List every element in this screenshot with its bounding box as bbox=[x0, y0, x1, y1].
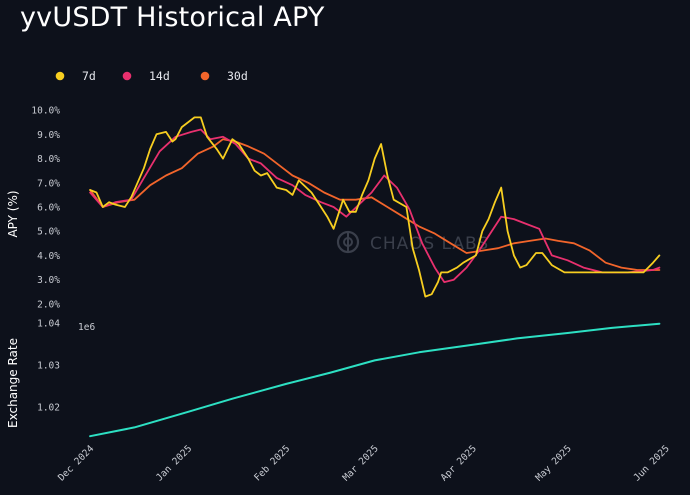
chart-legend: 7d 14d 30d bbox=[55, 69, 248, 83]
chaos-labs-logo-icon bbox=[336, 230, 360, 254]
series-line-14d bbox=[89, 128, 661, 284]
x-tick-label: Apr 2025 bbox=[439, 443, 479, 483]
apy-tick-label: 2.0% bbox=[37, 299, 60, 310]
exchange-tick-label: 1.03 bbox=[37, 360, 60, 371]
legend-marker-7d bbox=[55, 71, 65, 81]
apy-tick-label: 3.0% bbox=[37, 275, 60, 286]
apy-tick-label: 5.0% bbox=[37, 227, 60, 238]
apy-tick-label: 7.0% bbox=[37, 178, 60, 189]
exchange-tick-label: 1.04 bbox=[37, 318, 60, 329]
series-line-exchange-rate bbox=[89, 322, 661, 438]
exchange-axis-title: Exchange Rate bbox=[6, 338, 20, 428]
legend-marker-14d bbox=[122, 71, 132, 81]
apy-tick-label: 10.0% bbox=[31, 106, 60, 117]
exchange-offset-label: 1e6 bbox=[78, 322, 95, 333]
legend-label-14d: 14d bbox=[149, 69, 170, 83]
legend-marker-30d bbox=[200, 71, 210, 81]
x-tick-label: Mar 2025 bbox=[341, 443, 381, 483]
x-tick-label: Jan 2025 bbox=[154, 443, 194, 483]
exchange-rate-axis: 1.02 1.03 1.04 1e6 Exchange Rate bbox=[6, 318, 95, 428]
series-line-7d bbox=[89, 116, 661, 298]
apy-tick-label: 4.0% bbox=[37, 251, 60, 262]
x-tick-label: Jun 2025 bbox=[632, 443, 672, 483]
apy-tick-label: 9.0% bbox=[37, 130, 60, 141]
legend-label-30d: 30d bbox=[227, 69, 248, 83]
x-tick-label: Dec 2024 bbox=[56, 443, 96, 483]
apy-axis-title: APY (%) bbox=[6, 190, 20, 237]
apy-series bbox=[89, 116, 661, 298]
series-line-30d bbox=[89, 138, 661, 271]
exchange-rate-series bbox=[89, 322, 661, 438]
apy-axis: 2.0% 3.0% 4.0% 5.0% 6.0% 7.0% 8.0% 9.0% 10.0% APY… bbox=[6, 106, 60, 311]
page-title: yvUSDT Historical APY bbox=[20, 2, 325, 33]
legend-label-7d: 7d bbox=[82, 69, 96, 83]
apy-tick-label: 6.0% bbox=[37, 203, 60, 214]
x-tick-label: Feb 2025 bbox=[252, 443, 292, 483]
x-axis: Dec 2024 Jan 2025 Feb 2025 Mar 2025 Apr 2025… bbox=[56, 443, 672, 483]
watermark-text: CHAOS LABS bbox=[370, 234, 489, 254]
exchange-tick-label: 1.02 bbox=[37, 403, 60, 414]
apy-tick-label: 8.0% bbox=[37, 154, 60, 165]
x-tick-label: May 2025 bbox=[534, 443, 574, 483]
